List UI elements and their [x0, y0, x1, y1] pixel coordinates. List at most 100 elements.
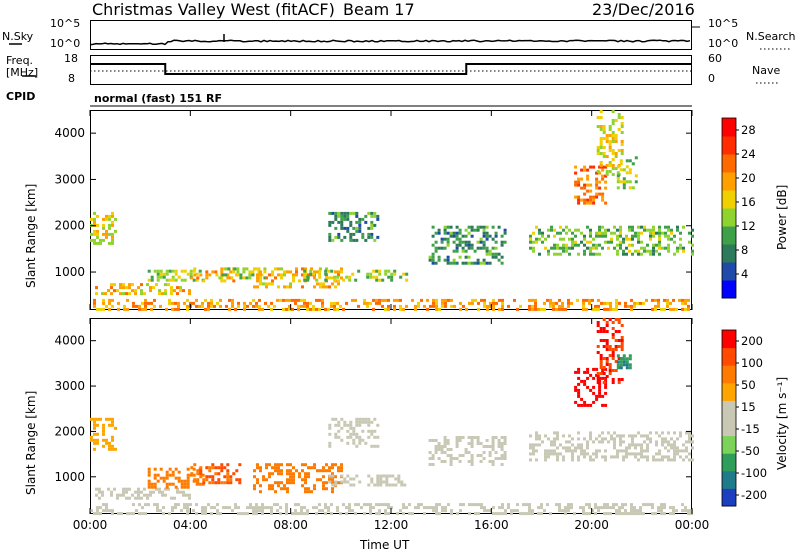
nave-tick-lo: 0 [708, 72, 715, 85]
data-region-power-0 [90, 211, 117, 245]
power-ylabel: Slant Range [km] [24, 183, 38, 288]
station-title: Christmas Valley West (fitACF) [92, 0, 335, 19]
data-region-power-2 [147, 269, 205, 282]
data-region-velocity-11 [616, 354, 632, 370]
ytick-label-velocity-3: 4000 [54, 334, 85, 348]
cb-tick-label-velocity-1: 100 [741, 356, 763, 370]
cb-tick-label-velocity-6: -100 [741, 466, 767, 480]
xtick-label-2: 08:00 [273, 518, 308, 532]
xtick-label-0: 00:00 [73, 518, 108, 532]
data-region-velocity-6 [328, 417, 380, 448]
data-region-power-12 [616, 156, 638, 190]
data-region-velocity-0 [90, 417, 117, 451]
xtick-label-6: 00:00 [675, 518, 710, 532]
colorbar-cell-velocity-6 [722, 382, 736, 401]
ytick-label-power-0: 1000 [54, 265, 85, 279]
nsearch-label: N.Search [746, 30, 796, 43]
freq-label: Freq. [6, 54, 34, 67]
nsky-trace [89, 39, 691, 46]
data-region-power-8 [428, 225, 507, 265]
nsky-label: N.Sky [2, 30, 34, 43]
nsky-panel [90, 20, 692, 50]
colorbar-cell-power-3 [722, 226, 736, 245]
data-region-power-7 [328, 211, 380, 242]
colorbar-cell-velocity-7 [722, 365, 736, 384]
ytick-label-velocity-2: 3000 [54, 379, 85, 393]
xaxis-label: Time UT [360, 538, 410, 552]
nave-tick-hi: 60 [708, 52, 722, 65]
colorbar-cell-power-1 [722, 262, 736, 281]
ytick-label-power-3: 4000 [54, 126, 85, 140]
ytick-label-velocity-0: 1000 [54, 470, 85, 484]
freq-trace [90, 63, 692, 75]
nsky-tick-lo: 10^0 [50, 37, 81, 50]
data-region-velocity-8 [529, 431, 694, 462]
colorbar-cell-velocity-1 [722, 470, 736, 489]
colorbar-cell-velocity-9 [722, 330, 736, 349]
colorbar-frame-velocity [721, 329, 737, 507]
data-region-power-1 [95, 283, 191, 296]
cpid-label: CPID [6, 90, 36, 103]
colorbar-cell-power-7 [722, 154, 736, 173]
data-region-velocity-9 [574, 367, 608, 407]
colorbar-cell-velocity-8 [722, 347, 736, 366]
data-region-velocity-3 [190, 463, 242, 485]
cpid-text: normal (fast) 151 RF [94, 92, 222, 105]
cb-tick-label-velocity-5: -50 [741, 444, 760, 458]
data-region-velocity-12 [90, 503, 693, 516]
colorbar-cell-power-6 [722, 172, 736, 191]
colorbar-frame-power [721, 117, 737, 299]
beam-label: Beam 17 [343, 0, 415, 19]
power-colorbar-label: Power [dB] [775, 184, 789, 250]
data-region-velocity-1 [95, 487, 191, 500]
cb-tick-label-velocity-4: -15 [741, 422, 760, 436]
xtick-label-3: 12:00 [374, 518, 409, 532]
ytick-label-velocity-1: 2000 [54, 424, 85, 438]
velocity-ylabel: Slant Range [km] [24, 390, 38, 495]
data-region-power-10 [574, 165, 608, 205]
data-region-power-13 [93, 298, 690, 311]
cb-tick-label-power-5: 24 [741, 147, 756, 161]
colorbar-cell-power-2 [722, 244, 736, 263]
colorbar-cell-power-9 [722, 118, 736, 137]
colorbar-cell-velocity-4 [722, 418, 736, 437]
data-region-velocity-4 [253, 463, 343, 494]
colorbar-cell-velocity-3 [722, 435, 736, 454]
cb-tick-label-power-4: 20 [741, 171, 756, 185]
data-region-velocity-5 [328, 474, 407, 487]
data-region-velocity-10 [596, 318, 624, 384]
freq-tick-hi: 18 [64, 52, 78, 65]
colorbar-cell-velocity-0 [722, 488, 736, 507]
xtick-label-4: 16:00 [474, 518, 509, 532]
nsearch-tick-lo: 10^0 [708, 37, 739, 50]
cb-tick-label-power-6: 28 [741, 123, 756, 137]
colorbar-cell-power-8 [722, 136, 736, 155]
data-region-velocity-2 [147, 467, 205, 489]
freq-panel [90, 55, 692, 85]
cb-tick-label-velocity-3: 15 [741, 400, 756, 414]
freq-tick-lo: 8 [68, 72, 75, 85]
cb-tick-label-power-1: 8 [741, 243, 748, 257]
colorbar-cell-power-5 [722, 190, 736, 209]
data-region-power-6 [303, 269, 409, 282]
cb-tick-label-velocity-0: 200 [741, 334, 763, 348]
nsearch-tick-hi: 10^5 [708, 17, 739, 30]
nsky-tick-hi: 10^5 [50, 17, 81, 30]
data-region-velocity-7 [428, 436, 507, 466]
xtick-label-1: 04:00 [173, 518, 208, 532]
colorbar-cell-velocity-5 [722, 400, 736, 419]
nave-label: Nave [752, 64, 781, 77]
xtick-label-5: 20:00 [574, 518, 609, 532]
date-label: 23/Dec/2016 [592, 0, 695, 19]
colorbar-cell-velocity-2 [722, 453, 736, 472]
velocity-colorbar-label: Velocity [m s⁻¹] [775, 376, 789, 470]
ytick-label-power-2: 3000 [54, 172, 85, 186]
cb-tick-label-power-2: 12 [741, 219, 756, 233]
colorbar-cell-power-4 [722, 208, 736, 227]
cb-tick-label-power-0: 4 [741, 267, 748, 281]
colorbar-cell-power-0 [722, 280, 736, 299]
cb-tick-label-velocity-7: -200 [741, 488, 767, 502]
cb-tick-label-power-3: 16 [741, 195, 756, 209]
ytick-label-power-1: 2000 [54, 219, 85, 233]
